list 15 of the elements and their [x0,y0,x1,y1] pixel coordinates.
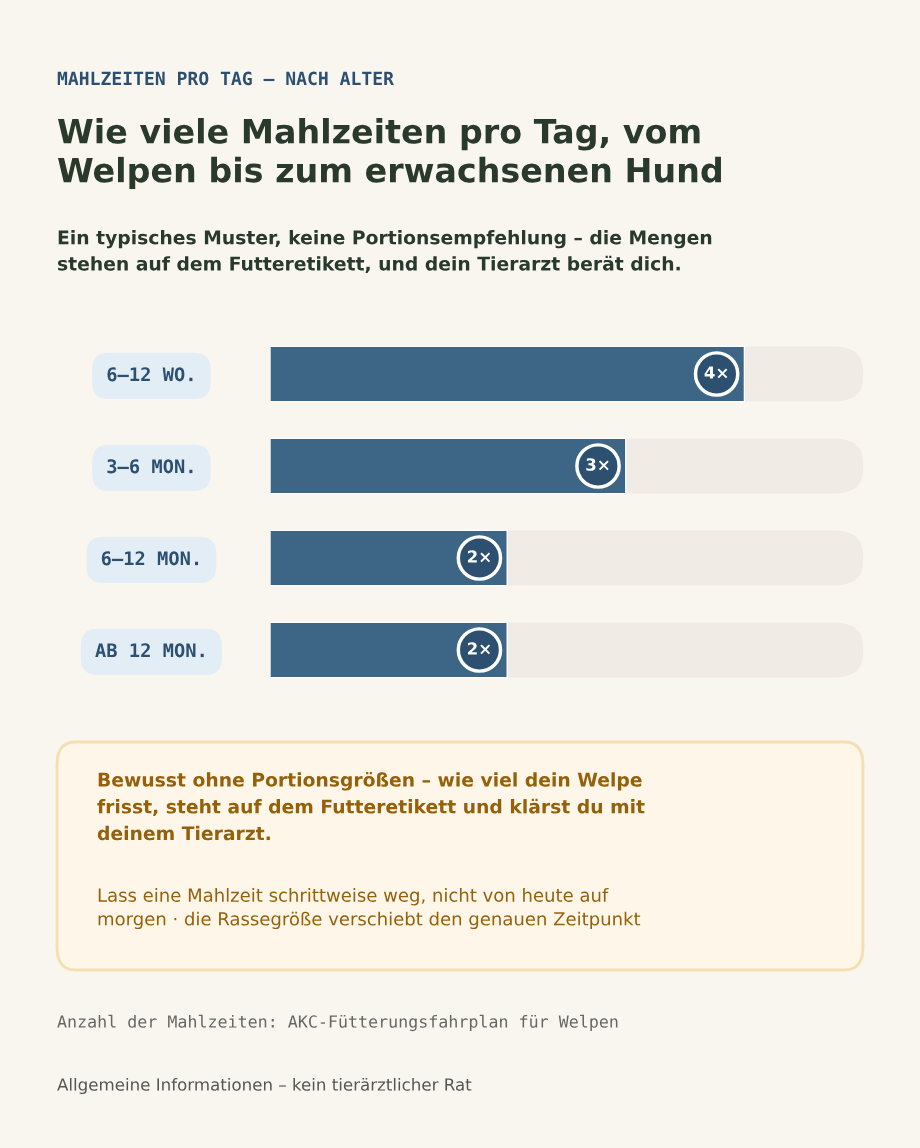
y-tick-label: 6–12 WO. [107,367,193,382]
chart-title: Wie viele Mahlzeiten pro Tag, vom Welpen bis zum erwachsenen Hund [57,118,721,190]
text: MAHLZEITEN PRO TAG – NACH ALTER [57,71,394,86]
y-tick-label: AB 12 MON. [95,643,204,658]
y-tick-label: 6–12 MON. [101,551,199,566]
text: Lass eine Mahlzeit schrittweise weg, nicht von heute auf morgen · die Rassegröße verschiebt den genauen Zeitpunkt [98,888,641,930]
chart-subtitle: Ein typisches Muster, keine Portionsempfehlung – die Mengen stehen auf dem Futteretikett, und dein Tierarzt berät dich. [57,230,712,274]
text: Allgemeine Informationen – kein tierärztlicher Rat [57,1077,472,1095]
y-tick-label: 3–6 MON. [107,459,193,474]
data-label: 4× [704,366,728,379]
text: Anzahl der Mahlzeiten: AKC-Fütterungsfahrplan für Welpen [57,1014,618,1032]
text: Bewusst ohne Portionsgrößen – wie viel dein Welpe frisst, steht auf dem Futteretikett und klärst du mit deinem Tierarzt. [97,772,645,841]
data-label: 2× [467,642,491,655]
data-label: 2× [467,550,491,563]
data-label: 3× [586,458,609,471]
